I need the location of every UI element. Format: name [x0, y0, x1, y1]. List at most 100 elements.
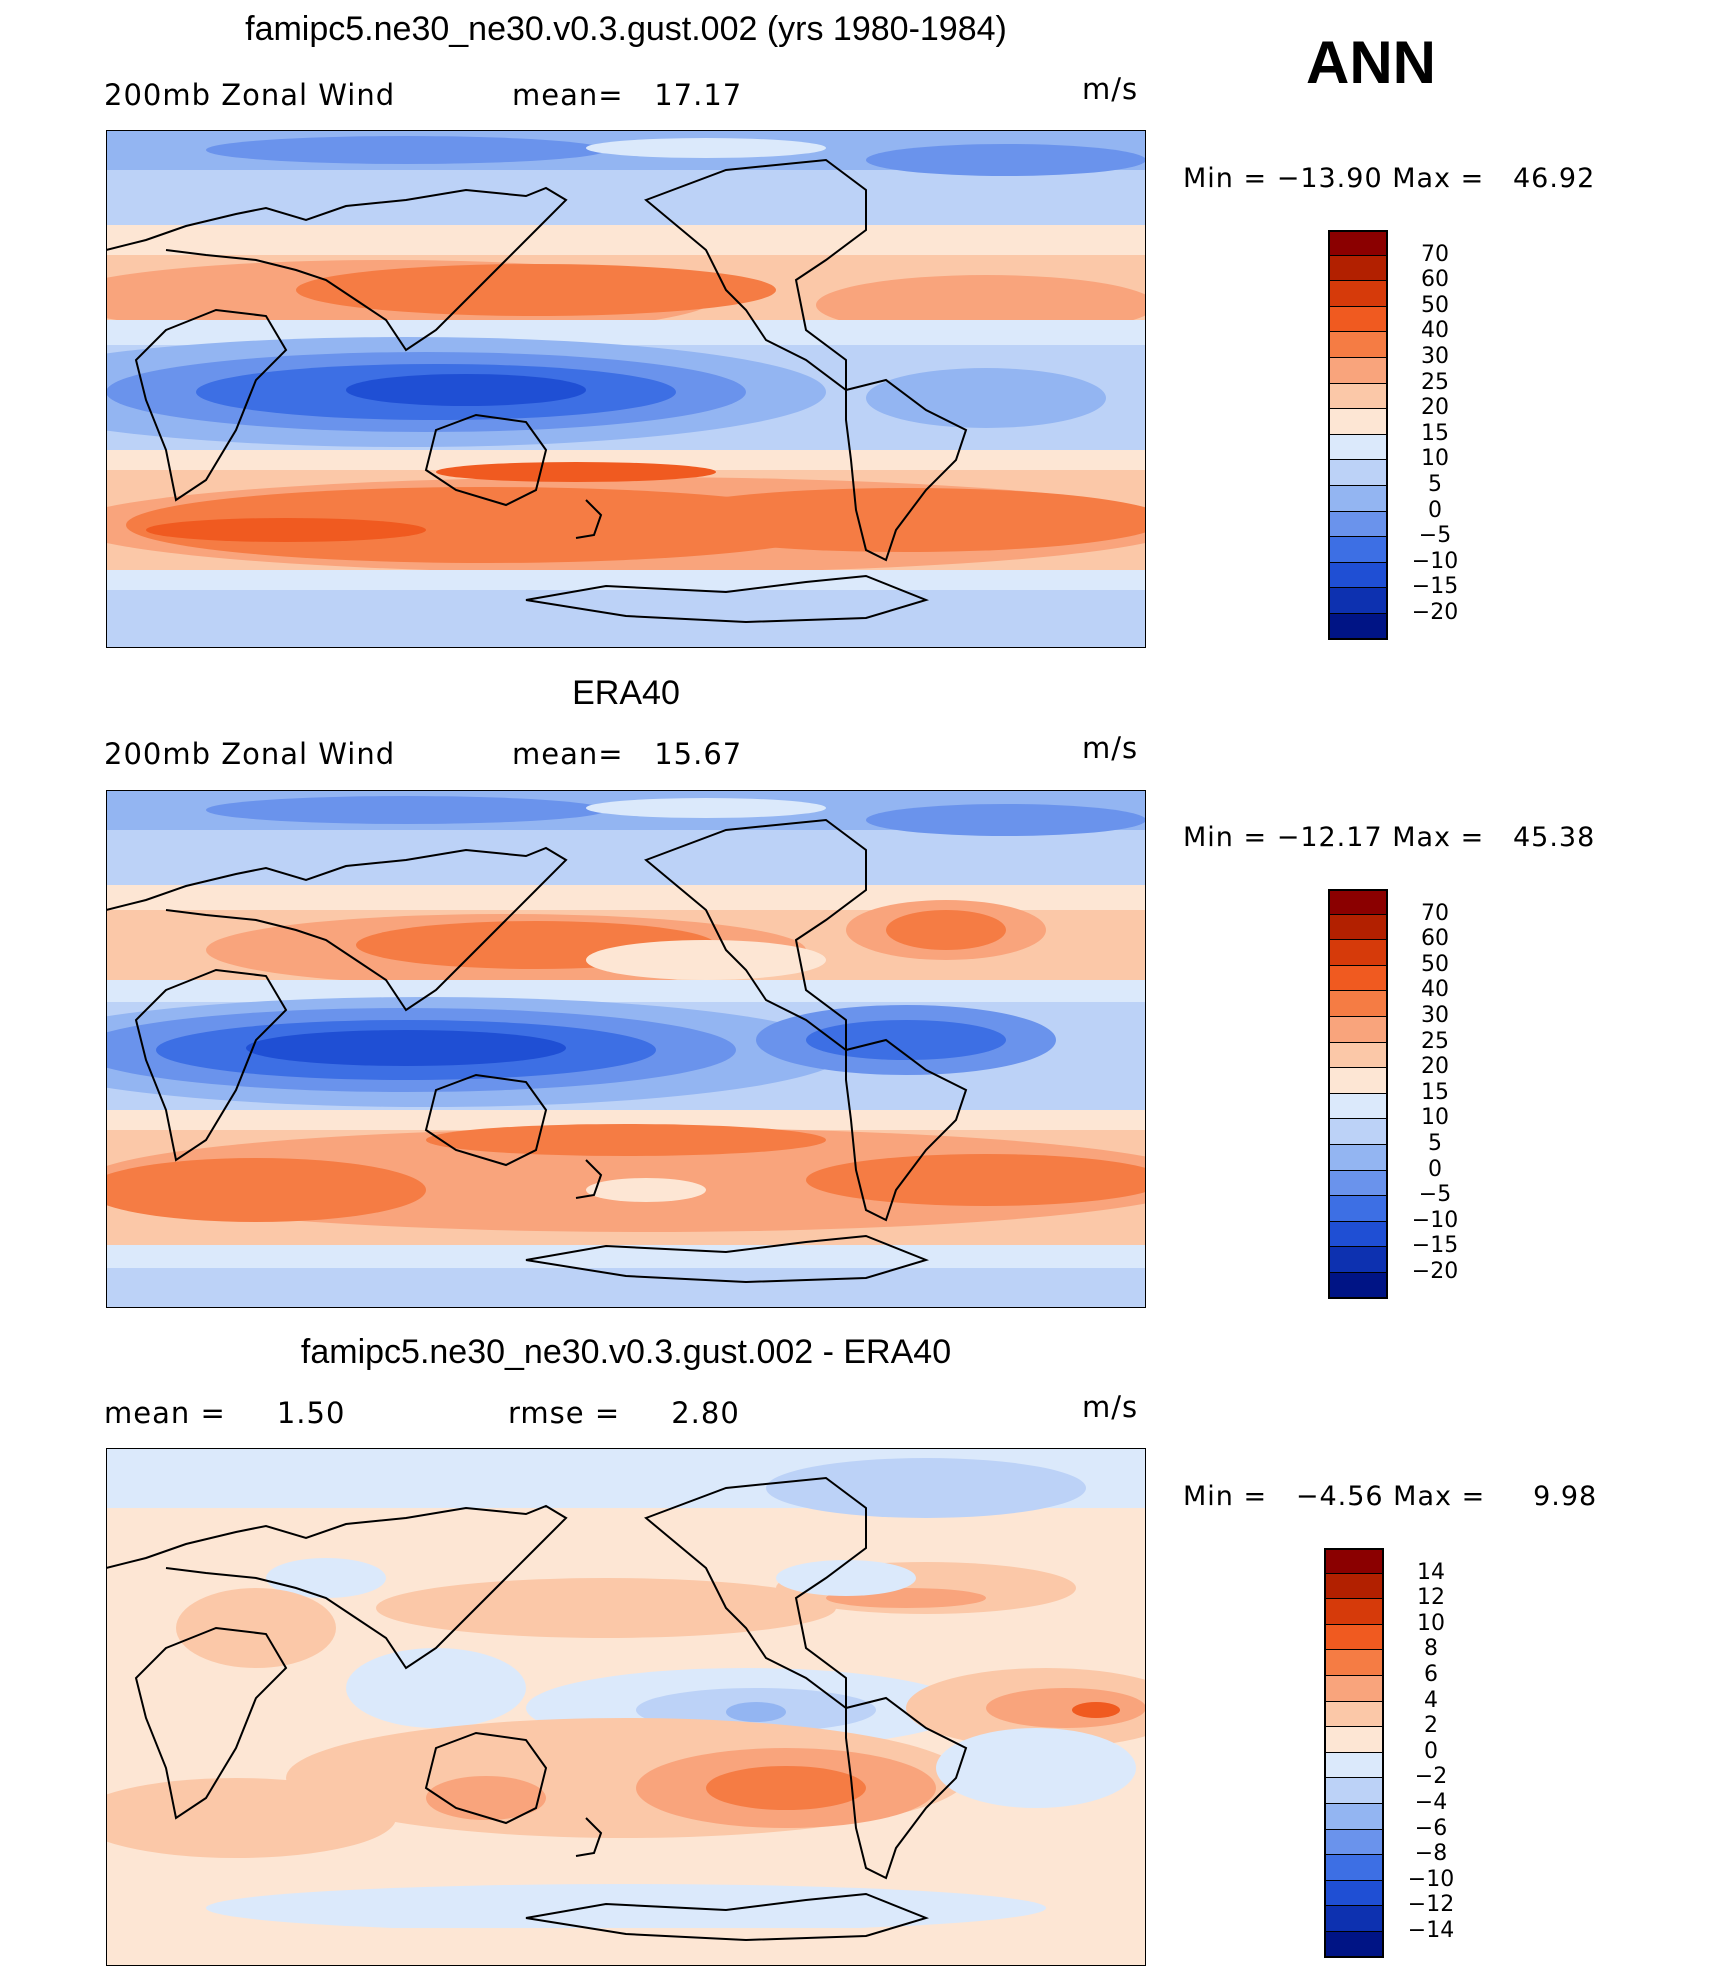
colorbar-swatch [1328, 1247, 1388, 1273]
colorbar-label: −2 [1414, 1764, 1448, 1790]
colorbar-label: 40 [1421, 318, 1449, 344]
colorbar-swatch [1328, 965, 1388, 992]
colorbar-label: −10 [1407, 1866, 1455, 1892]
colorbar-label: 10 [1421, 1105, 1449, 1131]
colorbar-label: 25 [1421, 1028, 1449, 1054]
colorbar-label: 50 [1421, 951, 1449, 977]
colorbar-swatch [1328, 1042, 1388, 1069]
colorbar-label: 6 [1424, 1662, 1438, 1687]
panel3-units: m/s [1082, 1390, 1139, 1424]
colorbar-swatch [1328, 460, 1388, 486]
colorbar-label: 50 [1421, 292, 1449, 318]
colorbar-swatch [1328, 537, 1388, 563]
panel1-map-svg [106, 130, 1146, 648]
colorbar-swatch [1324, 1778, 1384, 1804]
colorbar-swatch [1328, 1017, 1388, 1043]
colorbar-label: 4 [1424, 1687, 1438, 1713]
colorbar-label: −14 [1407, 1918, 1455, 1943]
panel2-map-svg [106, 790, 1146, 1308]
panel2-left-label: 200mb Zonal Wind [104, 737, 396, 771]
colorbar-frame [1328, 230, 1388, 640]
panel3-map-svg [106, 1448, 1146, 1966]
colorbar-label: 0 [1428, 1156, 1442, 1182]
panel1-minmax: Min = −13.90 Max = 46.92 [1183, 163, 1596, 194]
panel1-title: famipc5.ne30_ne30.v0.3.gust.002 (yrs 198… [245, 10, 1007, 48]
colorbar-label: −5 [1418, 523, 1452, 549]
colorbar-label: −15 [1411, 574, 1459, 600]
colorbar-swatch [1328, 1119, 1388, 1145]
colorbar-label: 0 [1424, 1738, 1438, 1764]
colorbar-label: 2 [1424, 1713, 1438, 1739]
colorbar-swatch [1324, 1548, 1384, 1574]
colorbar-label: 60 [1421, 267, 1449, 293]
colorbar-swatch [1328, 1221, 1388, 1248]
colorbar-label: 5 [1428, 1131, 1442, 1156]
colorbar-swatch [1328, 358, 1388, 384]
colorbar-label: 14 [1417, 1559, 1445, 1585]
colorbar-swatch [1324, 1701, 1384, 1728]
colorbar-swatch [1328, 588, 1388, 614]
colorbar-frame [1328, 889, 1388, 1299]
panel2-mean-label: mean= 15.67 [512, 737, 743, 771]
colorbar-swatch [1328, 511, 1388, 538]
panel2-title: ERA40 [572, 674, 680, 712]
colorbar-label: −12 [1407, 1892, 1455, 1918]
colorbar-label: −4 [1414, 1790, 1448, 1815]
colorbar-label: 60 [1421, 926, 1449, 952]
panel1-map [106, 130, 1146, 648]
panel1-units: m/s [1082, 72, 1139, 106]
colorbar-swatch [1328, 562, 1388, 589]
colorbar-label: 15 [1421, 420, 1449, 446]
colorbar-frame [1324, 1548, 1384, 1958]
panel2-units: m/s [1082, 731, 1139, 765]
colorbar-label: 25 [1421, 369, 1449, 395]
panel2-map [106, 790, 1146, 1308]
panel2-minmax: Min = −12.17 Max = 45.38 [1183, 822, 1596, 853]
colorbar-label: −20 [1411, 600, 1459, 625]
colorbar-swatch [1328, 486, 1388, 512]
colorbar-swatch [1328, 281, 1388, 307]
colorbar-swatch [1328, 332, 1388, 358]
colorbar-label: 15 [1421, 1079, 1449, 1105]
season-label: ANN [1306, 29, 1436, 96]
colorbar-label: −20 [1411, 1259, 1459, 1284]
colorbar-swatch [1324, 1752, 1384, 1779]
colorbar-label: 10 [1417, 1610, 1445, 1636]
panel3-mean-label: mean = 1.50 [104, 1396, 346, 1430]
colorbar-label: 20 [1421, 395, 1449, 421]
colorbar-label: 30 [1421, 1003, 1449, 1028]
colorbar-label: 70 [1421, 900, 1449, 926]
panel3-title: famipc5.ne30_ne30.v0.3.gust.002 - ERA40 [300, 1333, 952, 1371]
colorbar-swatch [1324, 1573, 1384, 1600]
colorbar-swatch [1324, 1906, 1384, 1932]
colorbar-swatch [1324, 1727, 1384, 1753]
colorbar-label: −15 [1411, 1233, 1459, 1259]
colorbar-label: 30 [1421, 344, 1449, 369]
colorbar-swatch [1324, 1676, 1384, 1702]
panel2-coastlines [106, 818, 968, 1284]
panel3-map [106, 1448, 1146, 1966]
colorbar-label: 0 [1428, 497, 1442, 523]
colorbar-swatch [1328, 889, 1388, 915]
colorbar-swatch [1328, 1196, 1388, 1222]
colorbar-label: −8 [1414, 1841, 1448, 1867]
colorbar-swatch [1328, 434, 1388, 461]
colorbar-swatch [1324, 1855, 1384, 1881]
colorbar-label: 12 [1417, 1585, 1445, 1611]
colorbar-swatch [1328, 991, 1388, 1017]
panel1-mean-label: mean= 17.17 [512, 78, 743, 112]
colorbar-swatch [1328, 230, 1388, 256]
colorbar-swatch [1328, 409, 1388, 435]
colorbar-label: 70 [1421, 241, 1449, 267]
panel3-minmax: Min = −4.56 Max = 9.98 [1183, 1481, 1598, 1512]
colorbar-swatch [1328, 255, 1388, 282]
colorbar-swatch [1328, 1093, 1388, 1120]
colorbar-label: 40 [1421, 977, 1449, 1003]
colorbar-swatch [1324, 1880, 1384, 1907]
panel1-left-label: 200mb Zonal Wind [104, 78, 396, 112]
colorbar-label: −5 [1418, 1182, 1452, 1208]
panel3-rmse-label: rmse = 2.80 [508, 1396, 740, 1430]
colorbar-label: 20 [1421, 1054, 1449, 1080]
colorbar-swatch [1328, 940, 1388, 966]
panel3-coastlines [106, 1476, 968, 1942]
